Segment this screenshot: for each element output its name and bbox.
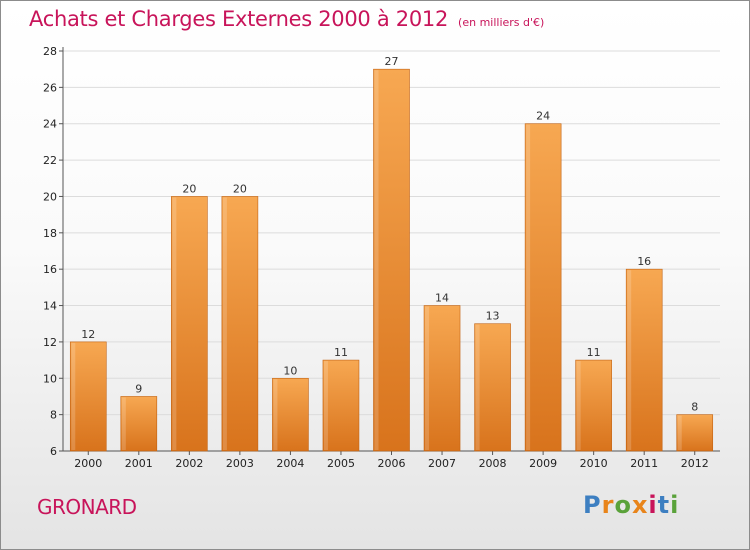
data-label-2004: 10 [283,364,297,377]
bars [69,68,714,452]
y-tick-label: 20 [43,190,57,203]
bar-highlight [526,124,531,451]
y-tick-label: 12 [43,336,57,349]
logo-letter: o [614,491,632,519]
chart-subtitle: (en milliers d'€) [458,16,545,29]
bar-highlight [323,361,328,450]
x-tick-label-2008: 2008 [479,457,507,470]
data-label-2002: 20 [182,182,196,195]
y-tick-label: 24 [43,118,57,131]
x-tick-label-2004: 2004 [276,457,304,470]
bar-2007 [423,305,461,452]
proxiti-logo: Proxiti [583,491,679,519]
y-tick-label: 28 [43,45,57,58]
bar-2005 [322,359,360,452]
bar-highlight [71,342,76,450]
bar-2010 [575,359,612,452]
bar-2004 [272,377,309,452]
data-label-2010: 11 [587,346,601,359]
data-label-2012: 8 [691,401,698,414]
data-label-2007: 14 [435,292,449,305]
logo-letter: i [648,491,658,519]
y-tick-label: 16 [43,263,57,276]
bar-highlight [475,324,480,450]
data-label-2011: 16 [637,255,651,268]
logo-letter: i [670,491,680,519]
y-tick-label: 6 [50,445,57,458]
x-tick-label-2009: 2009 [529,457,557,470]
data-label-2008: 13 [486,310,500,323]
y-tick-label: 22 [43,154,57,167]
logo-letter: P [583,491,602,519]
x-tick-label-2006: 2006 [378,457,406,470]
bar-2012 [676,414,714,452]
x-tick-label-2011: 2011 [630,457,658,470]
bar-highlight [677,415,682,450]
y-tick-label: 18 [43,227,57,240]
x-tick-label-2001: 2001 [125,457,153,470]
bar-highlight [374,70,379,450]
bar-highlight [222,197,227,450]
data-label-2005: 11 [334,346,348,359]
y-tick-label: 10 [43,372,57,385]
bar-2003 [221,196,259,452]
data-label-2006: 27 [385,55,399,68]
y-tick-label: 8 [50,409,57,422]
bar-highlight [425,306,430,450]
logo-letter: r [601,491,615,519]
data-label-2009: 24 [536,110,550,123]
y-tick-label: 26 [43,81,57,94]
bar-highlight [576,361,581,450]
bar-highlight [273,379,278,450]
labels: 12 2000 9 2001 20 2002 20 2003 10 2004 11 2005 27 200… [74,55,708,470]
bar-2002 [171,196,208,452]
bar-highlight [172,197,177,450]
x-tick-label-2005: 2005 [327,457,355,470]
bar-highlight [121,397,126,450]
commune-name: GRONARD [37,495,137,519]
data-label-2003: 20 [233,182,247,195]
y-tick-label: 14 [43,300,57,313]
x-tick-label-2000: 2000 [74,457,102,470]
bar-2009 [524,123,562,452]
bar-2006 [373,68,410,452]
x-tick-label-2012: 2012 [681,457,709,470]
data-label-2001: 9 [135,382,142,395]
x-tick-label-2003: 2003 [226,457,254,470]
data-label-2000: 12 [81,328,95,341]
logo-letter: t [657,491,671,519]
bar-2008 [474,323,511,452]
bar-highlight [627,270,632,450]
chart-title-text: Achats et Charges Externes 2000 à 2012 [29,7,449,31]
x-tick-label-2010: 2010 [580,457,608,470]
logo-letter: x [631,491,649,519]
bar-2001 [120,396,158,452]
chart-title: Achats et Charges Externes 2000 à 2012 (e… [29,7,544,31]
bar-2000 [69,341,107,452]
x-tick-label-2002: 2002 [175,457,203,470]
bar-2011 [625,268,663,452]
x-tick-label-2007: 2007 [428,457,456,470]
